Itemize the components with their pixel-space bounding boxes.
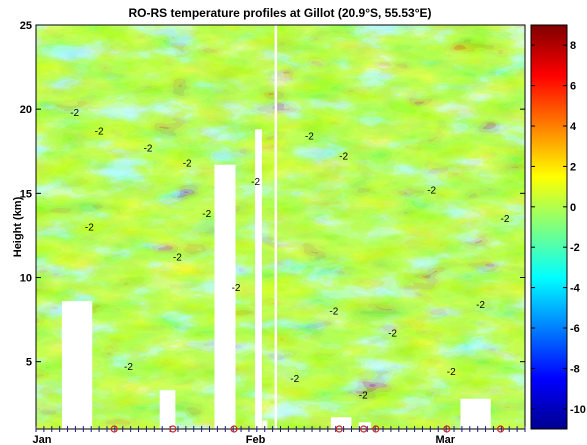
data-gap	[274, 25, 278, 429]
temperature-anomaly-field	[36, 55, 525, 429]
colorbar-tick-label: -6	[570, 323, 580, 335]
contour-label: -2	[427, 185, 436, 196]
contour-label: -2	[202, 209, 211, 220]
profile-column	[124, 117, 145, 429]
contour-label: -2	[339, 152, 348, 163]
colorbar-tick-label: 4	[570, 121, 577, 133]
observation-circle	[110, 425, 118, 433]
profile-column	[300, 114, 321, 429]
x-tick-label: Feb	[246, 434, 266, 445]
profile-column	[197, 114, 213, 429]
colorbar: 8 6 4 2 0 -2 -4 -6 -8 -10	[530, 24, 586, 430]
profile-column	[260, 109, 272, 429]
x-axis-ticks: Jan Feb Mar	[33, 434, 456, 445]
profile-column	[270, 68, 277, 429]
contour-label: -2	[388, 328, 397, 339]
contour-label: -2	[476, 300, 485, 311]
profile-column	[143, 92, 174, 429]
observation-circle	[230, 425, 238, 433]
colorbar-tick-label: 8	[570, 40, 576, 52]
profile-column	[402, 75, 418, 429]
contour-label: -2	[501, 214, 510, 225]
colorbar-tick-label: -4	[570, 283, 581, 295]
profile-column	[36, 117, 47, 429]
contour-label: -2	[305, 131, 314, 142]
colorbar-tick-label: -8	[570, 363, 580, 375]
observation-circle	[360, 425, 368, 433]
contour-label: -2	[173, 253, 182, 264]
profile-column	[505, 105, 525, 429]
contour-label: -2	[251, 177, 260, 188]
observation-circle	[335, 425, 343, 433]
contour-label: -2	[447, 367, 456, 378]
y-axis-ticks: 5 10 15 20 25	[20, 20, 525, 369]
observation-circle	[372, 425, 380, 433]
x-tick-label: Jan	[33, 434, 52, 445]
data-gap	[255, 129, 262, 429]
plot-area: -2-2-2-2-2-2-2-2-2-2-2-2-2-2-2-2-2-2-2-2…	[20, 20, 526, 445]
profile-column	[275, 129, 281, 429]
colorbar-gradient	[530, 24, 568, 430]
data-gap	[460, 398, 491, 429]
colorbar-tick-label: -10	[570, 404, 586, 416]
observation-circle	[496, 425, 505, 433]
profile-column	[388, 78, 404, 429]
x-tick-label: Mar	[436, 434, 456, 445]
contour-labels: -2 -2 -2 -2 -2 -2 -2 -2 -2 -2 -2 -2 -2 -2 -2 -2 -2 -2 -2 -2	[70, 108, 510, 402]
data-gap	[262, 420, 268, 429]
contour-label: -2	[144, 143, 153, 154]
y-axis-label: Height (km)	[12, 196, 24, 257]
contour-label: -2	[70, 108, 79, 119]
profile-column	[280, 75, 301, 429]
contour-label: -2	[183, 158, 192, 169]
y-tick-label: 5	[26, 357, 32, 369]
y-tick-label: 10	[20, 273, 32, 285]
profile-column	[236, 92, 247, 429]
profile-column	[99, 92, 110, 429]
data-gap	[159, 390, 176, 429]
profile-column	[344, 132, 360, 429]
observation-circle	[169, 425, 177, 433]
profile-column	[368, 88, 389, 429]
chart-title: RO-RS temperature profiles at Gillot (20…	[128, 6, 431, 20]
profile-column	[456, 65, 477, 429]
profile-column	[441, 83, 458, 429]
colorbar-tick-label: 0	[570, 202, 576, 214]
profile-column	[417, 62, 433, 429]
contour-label: -2	[85, 222, 94, 233]
profile-column	[45, 55, 66, 429]
contour-label: -2	[95, 126, 104, 137]
profile-column	[109, 102, 125, 429]
contour-label: -2	[290, 374, 299, 385]
data-gap	[214, 164, 236, 429]
contour-label: -2	[232, 283, 241, 294]
observation-circle	[443, 425, 451, 433]
colorbar-tick-label: -2	[570, 242, 580, 254]
profile-column	[319, 92, 345, 429]
profile-column	[358, 117, 370, 429]
observation-markers	[35, 425, 526, 433]
profile-column	[490, 75, 506, 429]
colorbar-tick-label: 2	[570, 161, 576, 173]
data-gap	[61, 301, 93, 429]
profile-column	[172, 117, 198, 429]
contour-label: -2	[124, 362, 133, 373]
colorbar-ticks: 8 6 4 2 0 -2 -4 -6 -8 -10	[531, 40, 586, 416]
y-tick-label: 20	[20, 104, 32, 116]
colorbar-tick-label: 6	[570, 81, 576, 93]
contour-label: -2	[359, 391, 368, 402]
y-tick-label: 25	[20, 20, 32, 32]
y-tick-label: 15	[20, 188, 32, 200]
data-gap	[330, 417, 352, 429]
missing-data-regions	[61, 25, 491, 429]
contour-label: -2	[329, 307, 338, 318]
profile-column	[432, 117, 443, 429]
profile-column	[476, 80, 492, 429]
